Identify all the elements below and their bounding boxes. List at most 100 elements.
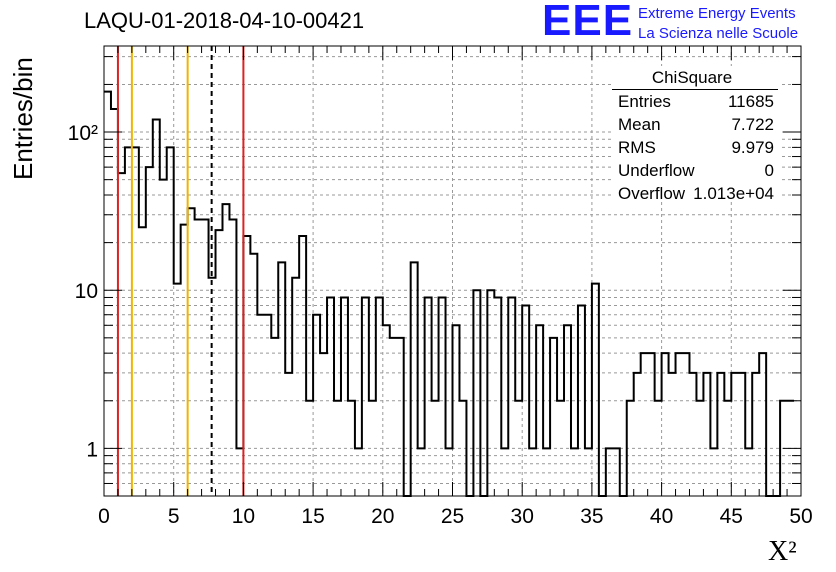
histogram-bin	[167, 147, 174, 496]
stat-label: Entries	[618, 92, 671, 111]
histogram-bin	[369, 401, 376, 496]
histogram-bin	[453, 325, 460, 496]
histogram-bin	[752, 373, 759, 496]
histogram-bin	[285, 373, 292, 496]
histogram-bin	[606, 448, 613, 496]
histogram-bin	[578, 306, 585, 496]
stat-row-rms: RMS 9.979	[618, 138, 774, 160]
stat-value: 11685	[727, 92, 774, 111]
histogram-bin	[536, 325, 543, 496]
histogram-bin	[564, 325, 571, 496]
y-tick-label: 1	[86, 438, 98, 461]
chart-title: LAQU-01-2018-04-10-00421	[84, 8, 365, 33]
axis-ticks	[103, 46, 802, 497]
x-tick-label: 30	[511, 505, 534, 528]
histogram-bin	[229, 219, 236, 496]
stat-value: 0	[764, 161, 774, 180]
histogram-bin	[745, 448, 752, 496]
logo-line-2: La Scienza nelle Scuole	[638, 25, 799, 42]
histogram-bin	[731, 373, 738, 496]
histogram-bars	[104, 90, 795, 497]
histogram-bin	[118, 173, 125, 496]
histogram-bin	[153, 120, 160, 496]
histogram-bin	[341, 297, 348, 496]
histogram-bin	[327, 297, 334, 496]
histogram-bin	[418, 448, 425, 496]
histogram-bin	[362, 297, 369, 496]
stat-row-mean: Mean 7.722	[618, 115, 774, 137]
histogram-bin	[188, 208, 195, 496]
histogram-bin	[348, 401, 355, 496]
histogram-bin	[446, 448, 453, 496]
histogram-bin	[132, 147, 139, 496]
histogram-bin	[236, 448, 243, 496]
histogram-bin	[411, 262, 418, 496]
histogram-bin	[216, 230, 223, 496]
tick-labels: 0 5 10 15 20 25 30 35 40 45 50 1 10 10²	[68, 122, 813, 528]
x-tick-label: 10	[232, 505, 255, 528]
histogram-bin	[543, 448, 550, 496]
histogram-bin	[271, 338, 278, 496]
histogram-bin	[550, 338, 557, 496]
histogram-bin	[264, 315, 271, 496]
stat-row-entries: Entries 11685	[618, 92, 774, 114]
x-tick-label: 20	[371, 505, 394, 528]
stats-box: ChiSquare Entries 11685 Mean 7.722 RMS 9…	[612, 66, 780, 203]
x-tick-label: 50	[789, 505, 812, 528]
x-tick-label: 25	[441, 505, 464, 528]
stat-value: 1.013e+04	[693, 184, 774, 203]
x-tick-label: 40	[650, 505, 673, 528]
histogram-bin	[383, 325, 390, 496]
histogram-bin	[125, 147, 132, 496]
histogram-bin	[181, 225, 188, 496]
histogram-bin	[655, 401, 662, 496]
histogram-bin	[257, 315, 264, 496]
histogram-bin	[613, 448, 620, 496]
stat-label: Overflow	[618, 184, 686, 203]
histogram-bin	[334, 401, 341, 496]
histogram-bin	[648, 353, 655, 496]
y-axis-label: Entries/bin	[8, 57, 38, 180]
histogram-bin	[759, 353, 766, 496]
stat-label: RMS	[618, 138, 656, 157]
histogram-bin	[139, 227, 146, 496]
reference-lines	[116, 46, 245, 496]
stat-label: Underflow	[618, 161, 695, 180]
stat-row-overflow: Overflow 1.013e+04	[618, 184, 774, 206]
histogram-bin	[501, 448, 508, 496]
histogram-bin	[494, 297, 501, 496]
histogram-bin	[487, 290, 494, 496]
histogram-bin	[669, 373, 676, 496]
x-tick-label: 45	[720, 505, 743, 528]
histogram-bin	[243, 236, 250, 496]
histogram-bin	[160, 180, 167, 496]
logo-line-1: Extreme Energy Events	[638, 5, 796, 22]
histogram-bin	[306, 401, 313, 496]
histogram-bin	[278, 262, 285, 496]
histogram-bin	[710, 448, 717, 496]
histogram-bin	[738, 373, 745, 496]
histogram-bin	[634, 373, 641, 496]
histogram-bin	[703, 373, 710, 496]
histogram-bin	[146, 167, 153, 496]
histogram-bin	[250, 254, 257, 496]
histogram-bin	[355, 448, 362, 496]
histogram-bin	[571, 448, 578, 496]
histogram-bin	[320, 353, 327, 496]
histogram-bin	[627, 401, 634, 496]
x-tick-label: 0	[98, 505, 110, 528]
histogram-bin	[717, 373, 724, 496]
histogram-bin	[292, 278, 299, 496]
histogram-bin	[592, 284, 599, 496]
histogram-bin	[473, 290, 480, 496]
histogram-bin	[529, 448, 536, 496]
x-tick-label: 15	[301, 505, 324, 528]
histogram-bin	[439, 297, 446, 496]
histogram-bin	[683, 353, 690, 496]
histogram-bin	[689, 373, 696, 496]
stats-divider	[612, 89, 778, 90]
stats-title: ChiSquare	[651, 68, 733, 87]
histogram-bin	[202, 219, 209, 496]
histogram-bin	[557, 401, 564, 496]
y-tick-label: 10	[75, 280, 98, 303]
